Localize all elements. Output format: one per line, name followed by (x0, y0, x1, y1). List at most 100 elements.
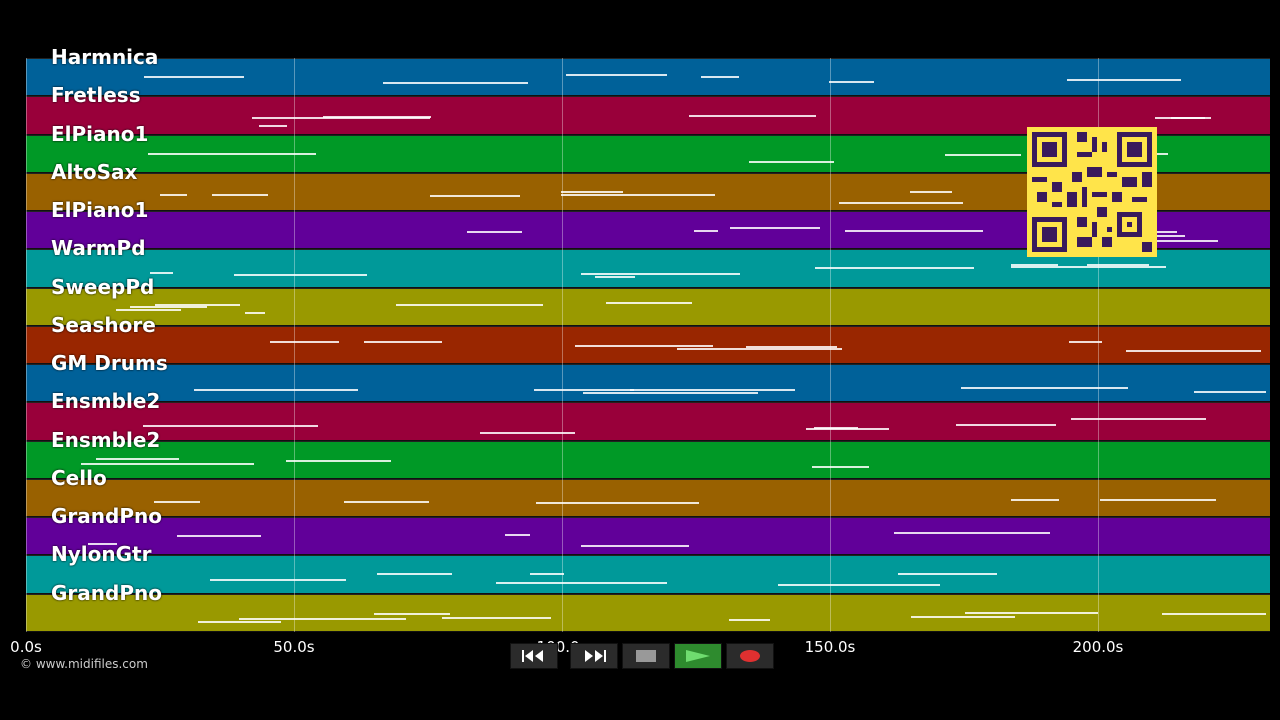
note-stroke (80, 462, 255, 465)
note-stroke (153, 500, 200, 503)
note-stroke (629, 388, 795, 391)
time-tick-label: 200.0s (1072, 638, 1124, 656)
note-stroke (561, 190, 624, 193)
note-stroke (210, 578, 346, 581)
note-stroke (1125, 350, 1261, 353)
note-stroke (1155, 117, 1206, 120)
time-tick-label: 0.0s (10, 638, 42, 656)
gridline (26, 58, 27, 632)
note-stroke (749, 160, 834, 163)
play-button[interactable] (674, 643, 722, 669)
note-stroke (467, 231, 522, 234)
track-name-label: Fretless (51, 83, 141, 108)
note-stroke (286, 459, 391, 462)
note-stroke (239, 617, 407, 620)
note-stroke (1070, 417, 1207, 420)
track-name-label: GrandPno (51, 504, 162, 529)
note-stroke (1011, 265, 1167, 268)
note-stroke (1161, 613, 1266, 616)
track-name-label: GM Drums (51, 351, 168, 376)
note-stroke (944, 154, 1022, 157)
note-stroke (828, 80, 875, 83)
note-stroke (115, 309, 181, 312)
note-stroke (812, 466, 870, 469)
qr-code-image (1027, 127, 1157, 257)
note-stroke (813, 427, 859, 430)
copyright-text: © www.midifiles.com (20, 657, 148, 671)
note-stroke (383, 82, 529, 85)
track-name-label: Seashore (51, 312, 156, 337)
note-stroke (595, 275, 636, 278)
note-stroke (535, 502, 699, 505)
note-stroke (129, 305, 207, 308)
note-stroke (746, 346, 837, 349)
track-name-label: ElPiano1 (51, 198, 149, 223)
note-stroke (429, 194, 520, 197)
transport-controls (510, 643, 774, 669)
note-stroke (1155, 230, 1177, 233)
note-stroke (583, 392, 758, 395)
note-stroke (910, 616, 1016, 619)
stop-button[interactable] (622, 643, 670, 669)
note-stroke (778, 584, 941, 587)
note-stroke (344, 501, 429, 504)
note-stroke (700, 76, 740, 79)
note-stroke (504, 533, 530, 536)
note-stroke (251, 117, 430, 120)
note-stroke (839, 201, 963, 204)
rewind-button[interactable] (510, 643, 558, 669)
note-stroke (560, 194, 715, 197)
note-stroke (258, 125, 287, 128)
track-name-label: Ensmble2 (51, 427, 161, 452)
track-name-label: AltoSax (51, 159, 138, 184)
note-stroke (159, 193, 188, 196)
note-stroke (364, 341, 442, 344)
gridline (294, 58, 295, 632)
track-row (26, 478, 1270, 518)
track-row (26, 364, 1270, 403)
note-stroke (245, 311, 266, 314)
note-stroke (534, 389, 634, 392)
play-icon (685, 649, 711, 663)
note-stroke (1086, 264, 1149, 267)
gridline (562, 58, 563, 632)
track-row (26, 402, 1270, 441)
note-stroke (194, 388, 359, 391)
fast-forward-button[interactable] (570, 643, 618, 669)
note-stroke (96, 457, 179, 460)
note-stroke (565, 73, 667, 76)
record-icon (739, 649, 761, 663)
track-row (26, 287, 1270, 326)
note-stroke (844, 229, 983, 232)
note-stroke (1011, 264, 1059, 267)
note-stroke (87, 542, 118, 545)
note-stroke (580, 545, 690, 548)
note-stroke (441, 616, 551, 619)
note-stroke (150, 271, 174, 274)
note-stroke (1069, 341, 1103, 344)
note-stroke (1194, 391, 1266, 394)
note-stroke (955, 423, 1057, 426)
note-stroke (176, 534, 262, 537)
note-stroke (396, 304, 543, 307)
note-stroke (605, 302, 693, 305)
note-stroke (910, 191, 952, 194)
track-row (26, 593, 1270, 632)
note-stroke (529, 573, 564, 576)
note-stroke (676, 348, 842, 351)
track-name-label: Harmnica (51, 45, 159, 69)
note-stroke (233, 274, 367, 277)
track-row (26, 325, 1270, 365)
record-button[interactable] (726, 643, 774, 669)
note-stroke (575, 345, 714, 348)
note-stroke (729, 618, 771, 621)
note-stroke (142, 425, 319, 428)
note-stroke (270, 340, 339, 343)
note-stroke (198, 620, 281, 623)
fast-forward-icon (581, 649, 607, 663)
gridline (830, 58, 831, 632)
track-row (26, 517, 1270, 556)
track-row (26, 555, 1270, 594)
note-stroke (580, 272, 741, 275)
note-stroke (480, 431, 576, 434)
